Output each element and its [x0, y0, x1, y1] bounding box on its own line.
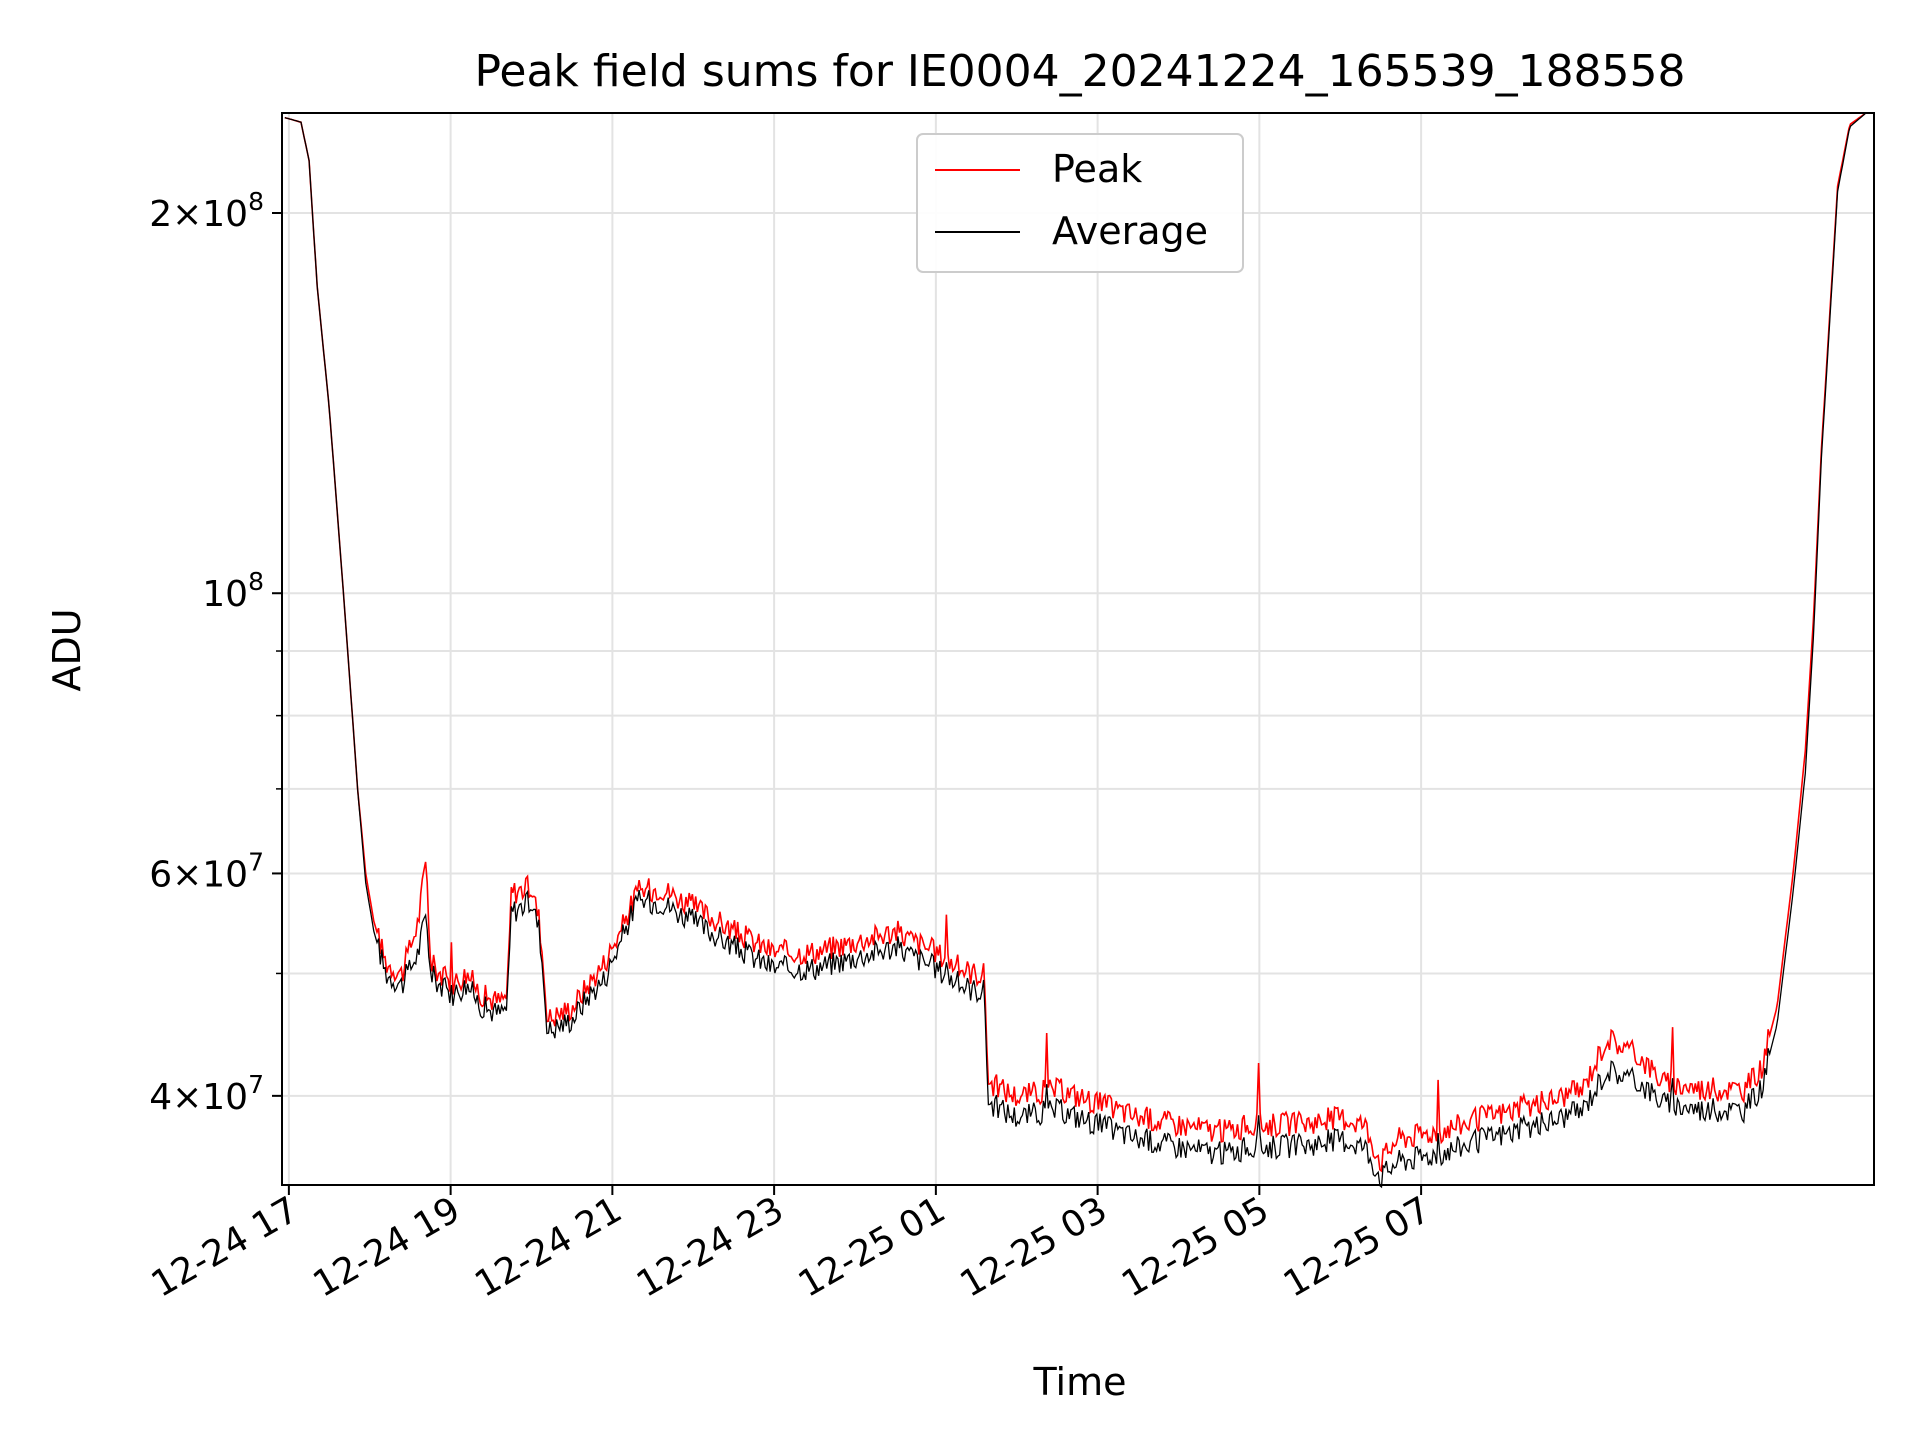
series-layer	[284, 112, 1866, 1189]
y-axis-label: ADU	[45, 608, 89, 691]
plot-frame	[281, 112, 1875, 1186]
y-tick-label: 6×107	[149, 847, 264, 895]
y-tick-label: 108	[202, 567, 264, 615]
series-line-average	[284, 113, 1866, 1189]
legend: Peak Average	[916, 133, 1244, 273]
legend-peak-label: Peak	[1052, 147, 1142, 191]
chart-title: Peak field sums for IE0004_20241224_1655…	[474, 46, 1685, 97]
y-tick-label: 2×108	[149, 187, 264, 235]
grid	[282, 113, 1874, 1185]
x-axis-label: Time	[1033, 1360, 1127, 1404]
legend-average-label: Average	[1052, 209, 1208, 253]
series-line-peak	[284, 112, 1866, 1173]
legend-box	[916, 133, 1244, 273]
y-tick-label: 4×107	[149, 1070, 264, 1118]
y-axis: 2×108 108 6×107 4×107	[149, 187, 282, 1118]
